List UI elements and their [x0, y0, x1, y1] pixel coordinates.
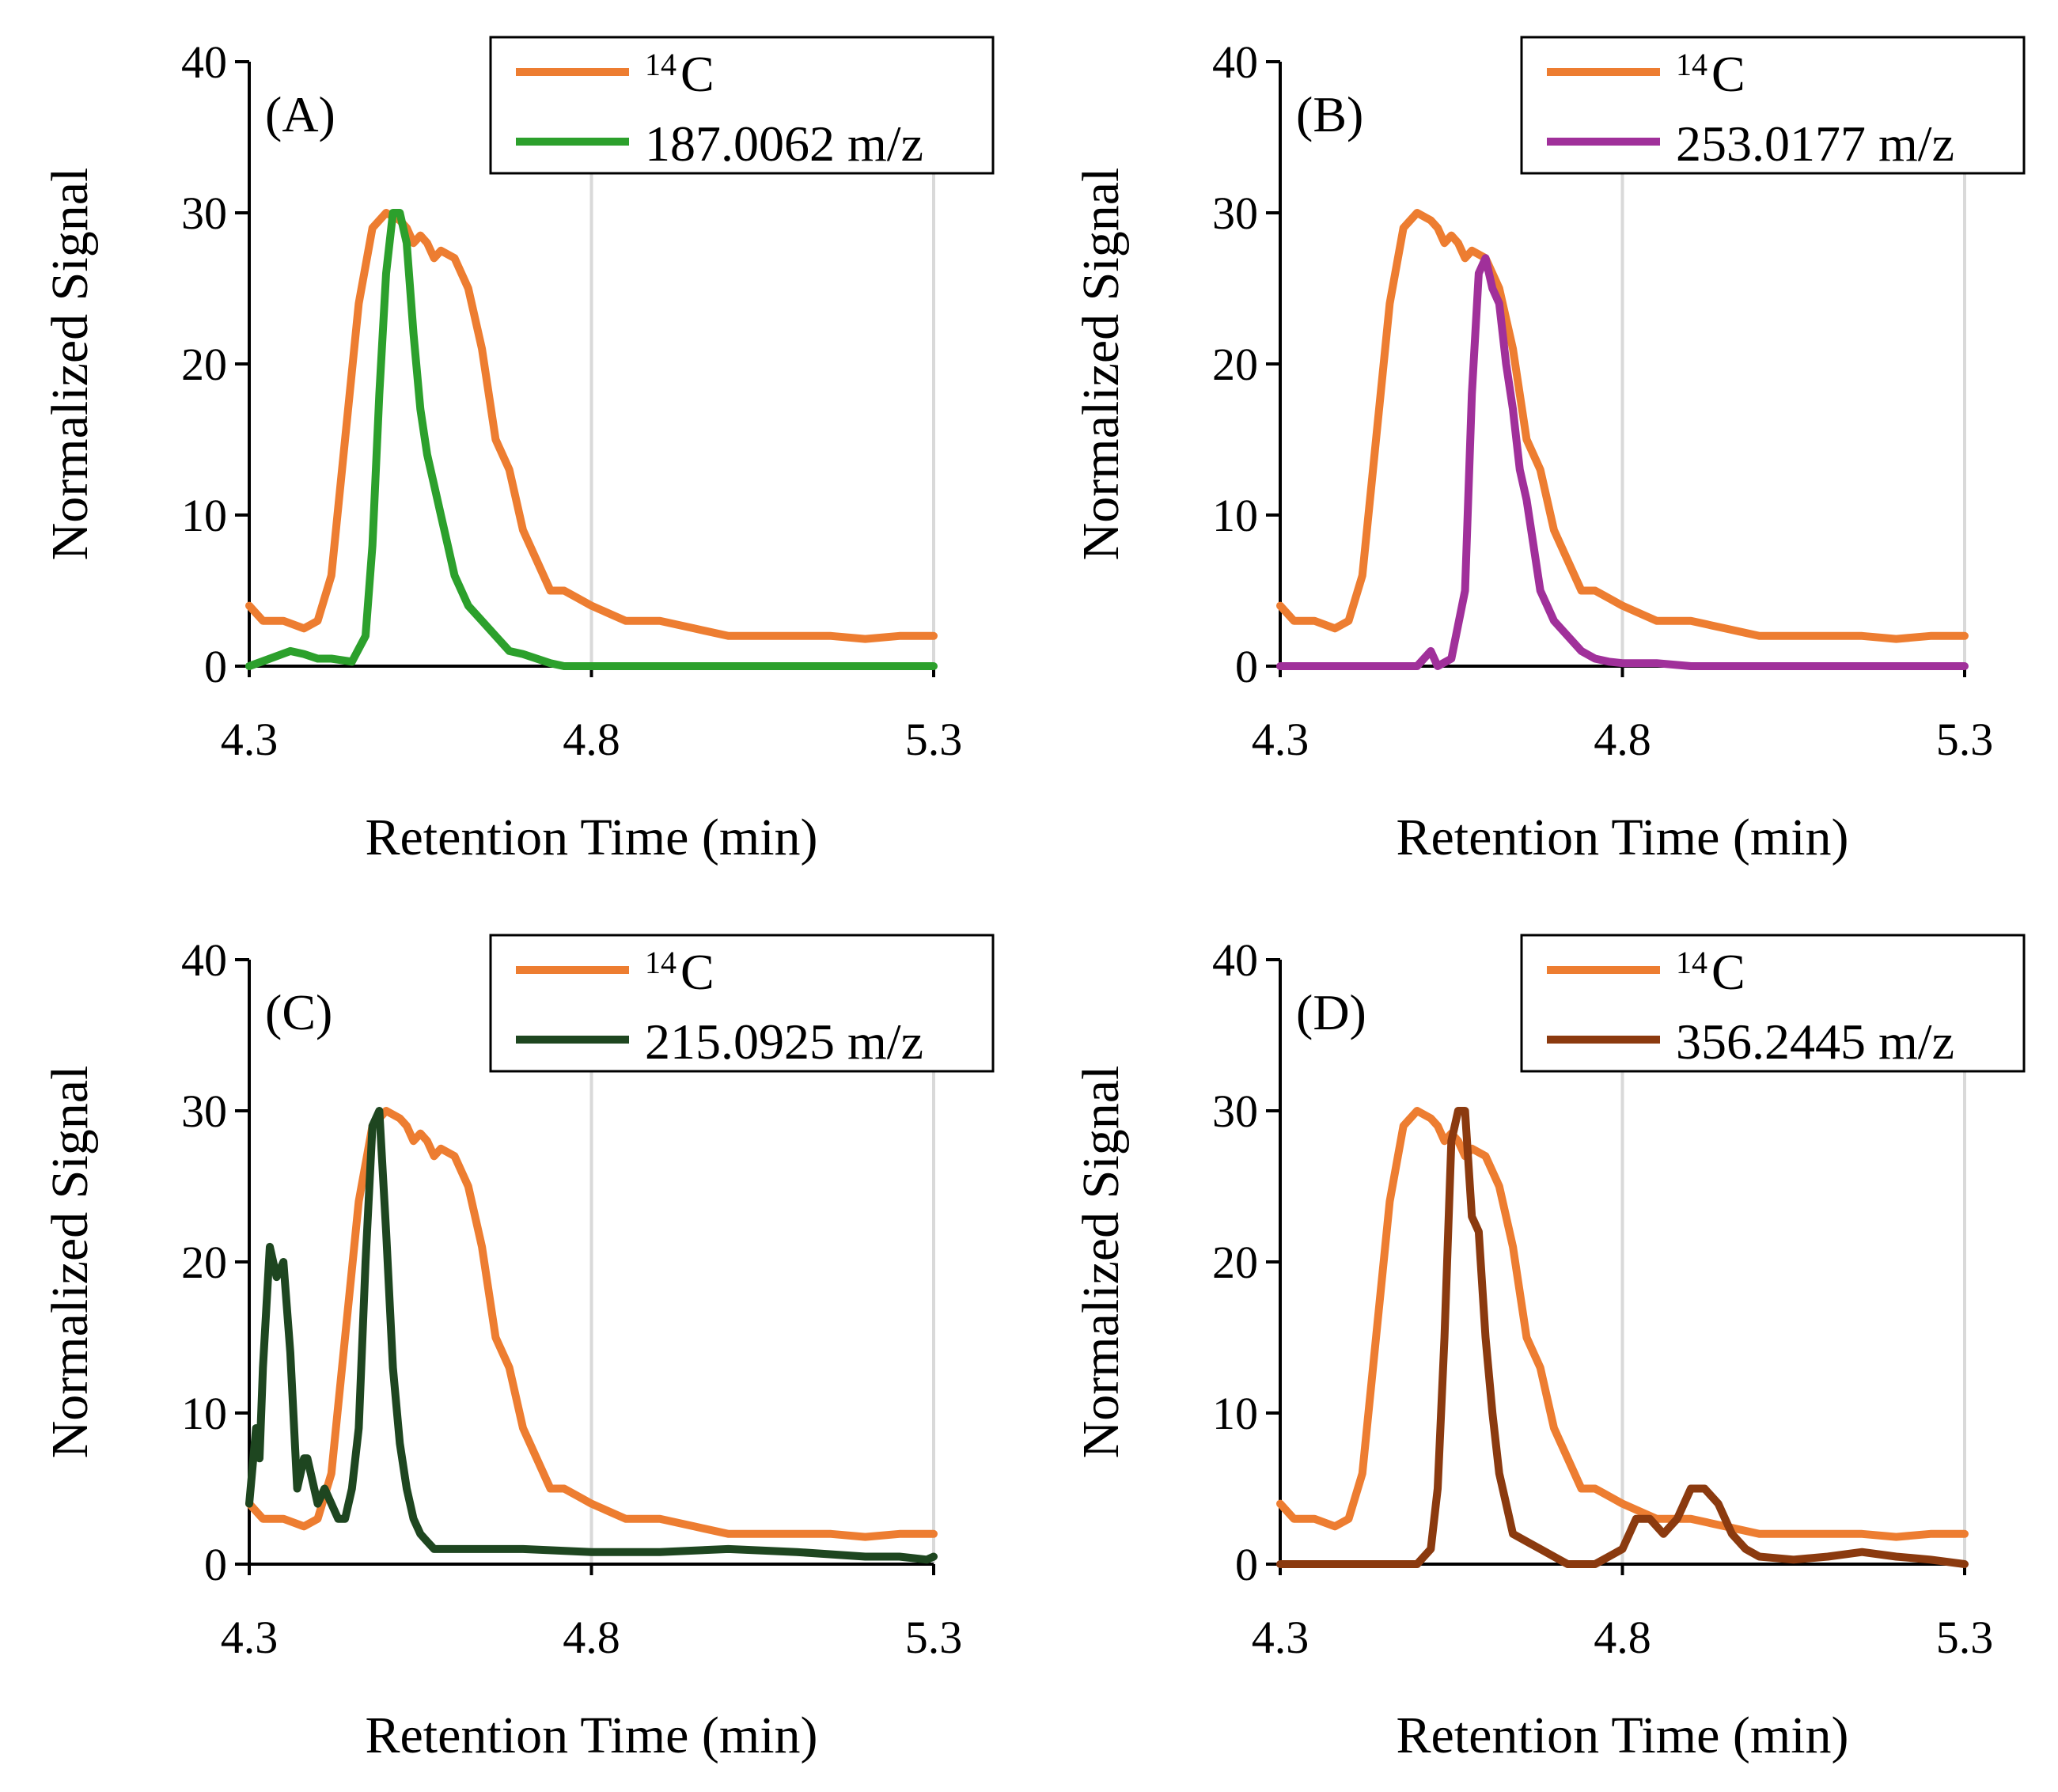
panel-label: (C): [265, 984, 332, 1040]
series-line-0: [1276, 1107, 1969, 1541]
x-tick-label: 4.3: [1252, 714, 1309, 765]
legend-superscript: 14: [645, 945, 677, 980]
y-tick-label: 0: [204, 641, 227, 692]
legend-label: C: [680, 944, 714, 1000]
series-line-0: [245, 209, 938, 643]
series-line-1: [245, 1107, 938, 1564]
y-tick-label: 30: [1212, 1085, 1258, 1137]
legend: [1520, 36, 2026, 175]
legend: [1520, 934, 2026, 1073]
y-tick-label: 30: [181, 1085, 227, 1137]
y-tick-label: 40: [1212, 934, 1258, 986]
x-tick-label: 4.8: [563, 714, 620, 765]
legend-label: 356.2445 m/z: [1676, 1013, 1954, 1070]
x-tick-label: 4.8: [563, 1612, 620, 1663]
x-tick-label: 4.8: [1594, 714, 1651, 765]
y-tick-label: 30: [1212, 188, 1258, 239]
y-axis-title: Normalized Signal: [41, 1066, 99, 1459]
y-tick-label: 30: [181, 188, 227, 239]
y-axis-title: Normalized Signal: [1072, 1066, 1130, 1459]
x-axis-title: Retention Time (min): [365, 809, 817, 866]
y-tick-label: 0: [1235, 641, 1258, 692]
y-tick-label: 40: [181, 934, 227, 986]
panel-c: 0 10 20 30 40 4.3 4.8 5.3 Retention Time (min) No…: [41, 934, 995, 1764]
legend-superscript: 14: [645, 47, 677, 82]
legend-label: C: [680, 46, 714, 102]
series-line-0: [245, 1107, 938, 1541]
x-axis-title: Retention Time (min): [365, 1707, 817, 1764]
series-line-1: [1276, 1107, 1969, 1568]
x-tick-label: 4.3: [221, 1612, 279, 1663]
legend-superscript: 14: [1676, 945, 1707, 980]
series-line-1: [245, 209, 938, 670]
panel-label: (A): [265, 86, 335, 142]
x-tick-label: 4.3: [1252, 1612, 1309, 1663]
panel-a: 0 10 20 30 40 4.3 4.8 5.3 Retention Time (min) No…: [41, 36, 995, 866]
y-tick-label: 10: [1212, 1388, 1258, 1439]
x-axis-title: Retention Time (min): [1396, 1707, 1848, 1764]
panel-b: 0 10 20 30 40 4.3 4.8 5.3 Retention Time (min) No…: [1072, 36, 2026, 866]
panel-label: (D): [1296, 984, 1366, 1040]
x-tick-label: 4.8: [1594, 1612, 1651, 1663]
y-axis-title: Normalized Signal: [41, 168, 99, 561]
y-tick-label: 20: [181, 1237, 227, 1288]
y-tick-label: 0: [1235, 1539, 1258, 1590]
y-tick-label: 0: [204, 1539, 227, 1590]
series-line-0: [1276, 209, 1969, 643]
legend-label: 253.0177 m/z: [1676, 116, 1954, 172]
legend-superscript: 14: [1676, 47, 1707, 82]
x-axis-title: Retention Time (min): [1396, 809, 1848, 866]
y-tick-label: 10: [181, 1388, 227, 1439]
y-tick-label: 40: [1212, 36, 1258, 88]
y-tick-label: 20: [181, 339, 227, 390]
legend-label: C: [1711, 46, 1745, 102]
x-tick-label: 4.3: [221, 714, 279, 765]
x-tick-label: 5.3: [1936, 714, 1994, 765]
x-tick-label: 5.3: [1936, 1612, 1994, 1663]
panel-d: 0 10 20 30 40 4.3 4.8 5.3 Retention Time (min) No…: [1072, 934, 2026, 1764]
legend-label: 215.0925 m/z: [645, 1013, 923, 1070]
y-tick-label: 20: [1212, 339, 1258, 390]
y-axis-title: Normalized Signal: [1072, 168, 1130, 561]
panel-label: (B): [1296, 86, 1363, 142]
series-line-1: [1276, 254, 1969, 670]
legend-label: C: [1711, 944, 1745, 1000]
y-tick-label: 10: [1212, 490, 1258, 541]
y-tick-label: 10: [181, 490, 227, 541]
y-tick-label: 40: [181, 36, 227, 88]
x-tick-label: 5.3: [905, 714, 963, 765]
x-tick-label: 5.3: [905, 1612, 963, 1663]
legend: [489, 36, 995, 175]
y-tick-label: 20: [1212, 1237, 1258, 1288]
legend-label: 187.0062 m/z: [645, 116, 923, 172]
legend: [489, 934, 995, 1073]
